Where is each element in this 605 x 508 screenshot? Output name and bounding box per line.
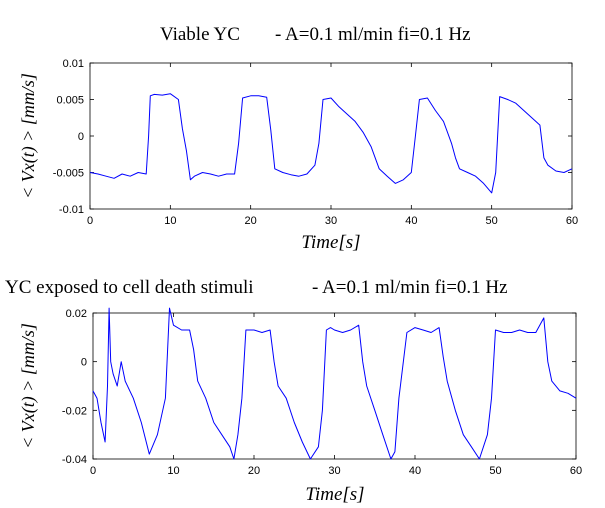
plot-area <box>89 62 573 210</box>
chart-title-right: - A=0.1 ml/min fi=0.1 Hz <box>312 277 508 298</box>
x-tick-label: 10 <box>164 215 176 227</box>
y-tick-label: -0.01 <box>59 204 84 216</box>
chart-panel-viable: Viable YC - A=0.1 ml/min fi=0.1 Hz 0 10 20… <box>18 24 578 253</box>
y-tick-label: 0.005 <box>56 95 84 107</box>
y-axis-label: < Vx(t) > [mm/s] <box>18 323 39 449</box>
chart-title-right: - A=0.1 ml/min fi=0.1 Hz <box>275 24 471 45</box>
y-tick-label: 0.02 <box>66 308 87 320</box>
y-tick-label: 0 <box>78 131 84 143</box>
x-tick-label: 60 <box>566 215 578 227</box>
y-tick-label: -0.005 <box>53 168 84 180</box>
x-axis-label: Time[s] <box>305 484 364 505</box>
series-line <box>89 93 573 194</box>
x-tick-label: 0 <box>87 215 93 227</box>
plot-area <box>92 312 577 460</box>
series-layer <box>92 307 577 460</box>
series-line <box>92 307 577 460</box>
x-tick-label: 20 <box>248 465 260 477</box>
y-tick-label: 0.01 <box>63 58 84 70</box>
x-tick-label: 0 <box>90 465 96 477</box>
chart-title-left: YC exposed to cell death stimuli <box>5 277 254 298</box>
x-axis-label: Time[s] <box>301 232 360 253</box>
x-tick-label: 50 <box>489 465 501 477</box>
y-tick-label: -0.04 <box>62 454 87 466</box>
chart-title-left: Viable YC <box>160 24 240 45</box>
x-axis: 0 10 20 30 40 50 60 <box>87 63 578 227</box>
y-axis: -0.01 -0.005 0 0.005 0.01 <box>53 58 572 216</box>
y-tick-label: 0 <box>81 357 87 369</box>
x-tick-label: 60 <box>570 465 582 477</box>
chart-panel-cell-death: YC exposed to cell death stimuli - A=0.1… <box>5 277 582 505</box>
y-axis-label: < Vx(t) > [mm/s] <box>18 73 39 199</box>
y-axis: -0.04 -0.02 0 0.02 <box>62 308 576 466</box>
x-tick-label: 30 <box>325 215 337 227</box>
x-tick-label: 20 <box>245 215 257 227</box>
series-layer <box>89 93 573 194</box>
x-tick-label: 40 <box>409 465 421 477</box>
x-tick-label: 40 <box>405 215 417 227</box>
x-axis: 0 10 20 30 40 50 60 <box>90 313 582 477</box>
y-tick-label: -0.02 <box>62 405 87 417</box>
x-tick-label: 30 <box>328 465 340 477</box>
x-tick-label: 10 <box>167 465 179 477</box>
x-tick-label: 50 <box>486 215 498 227</box>
